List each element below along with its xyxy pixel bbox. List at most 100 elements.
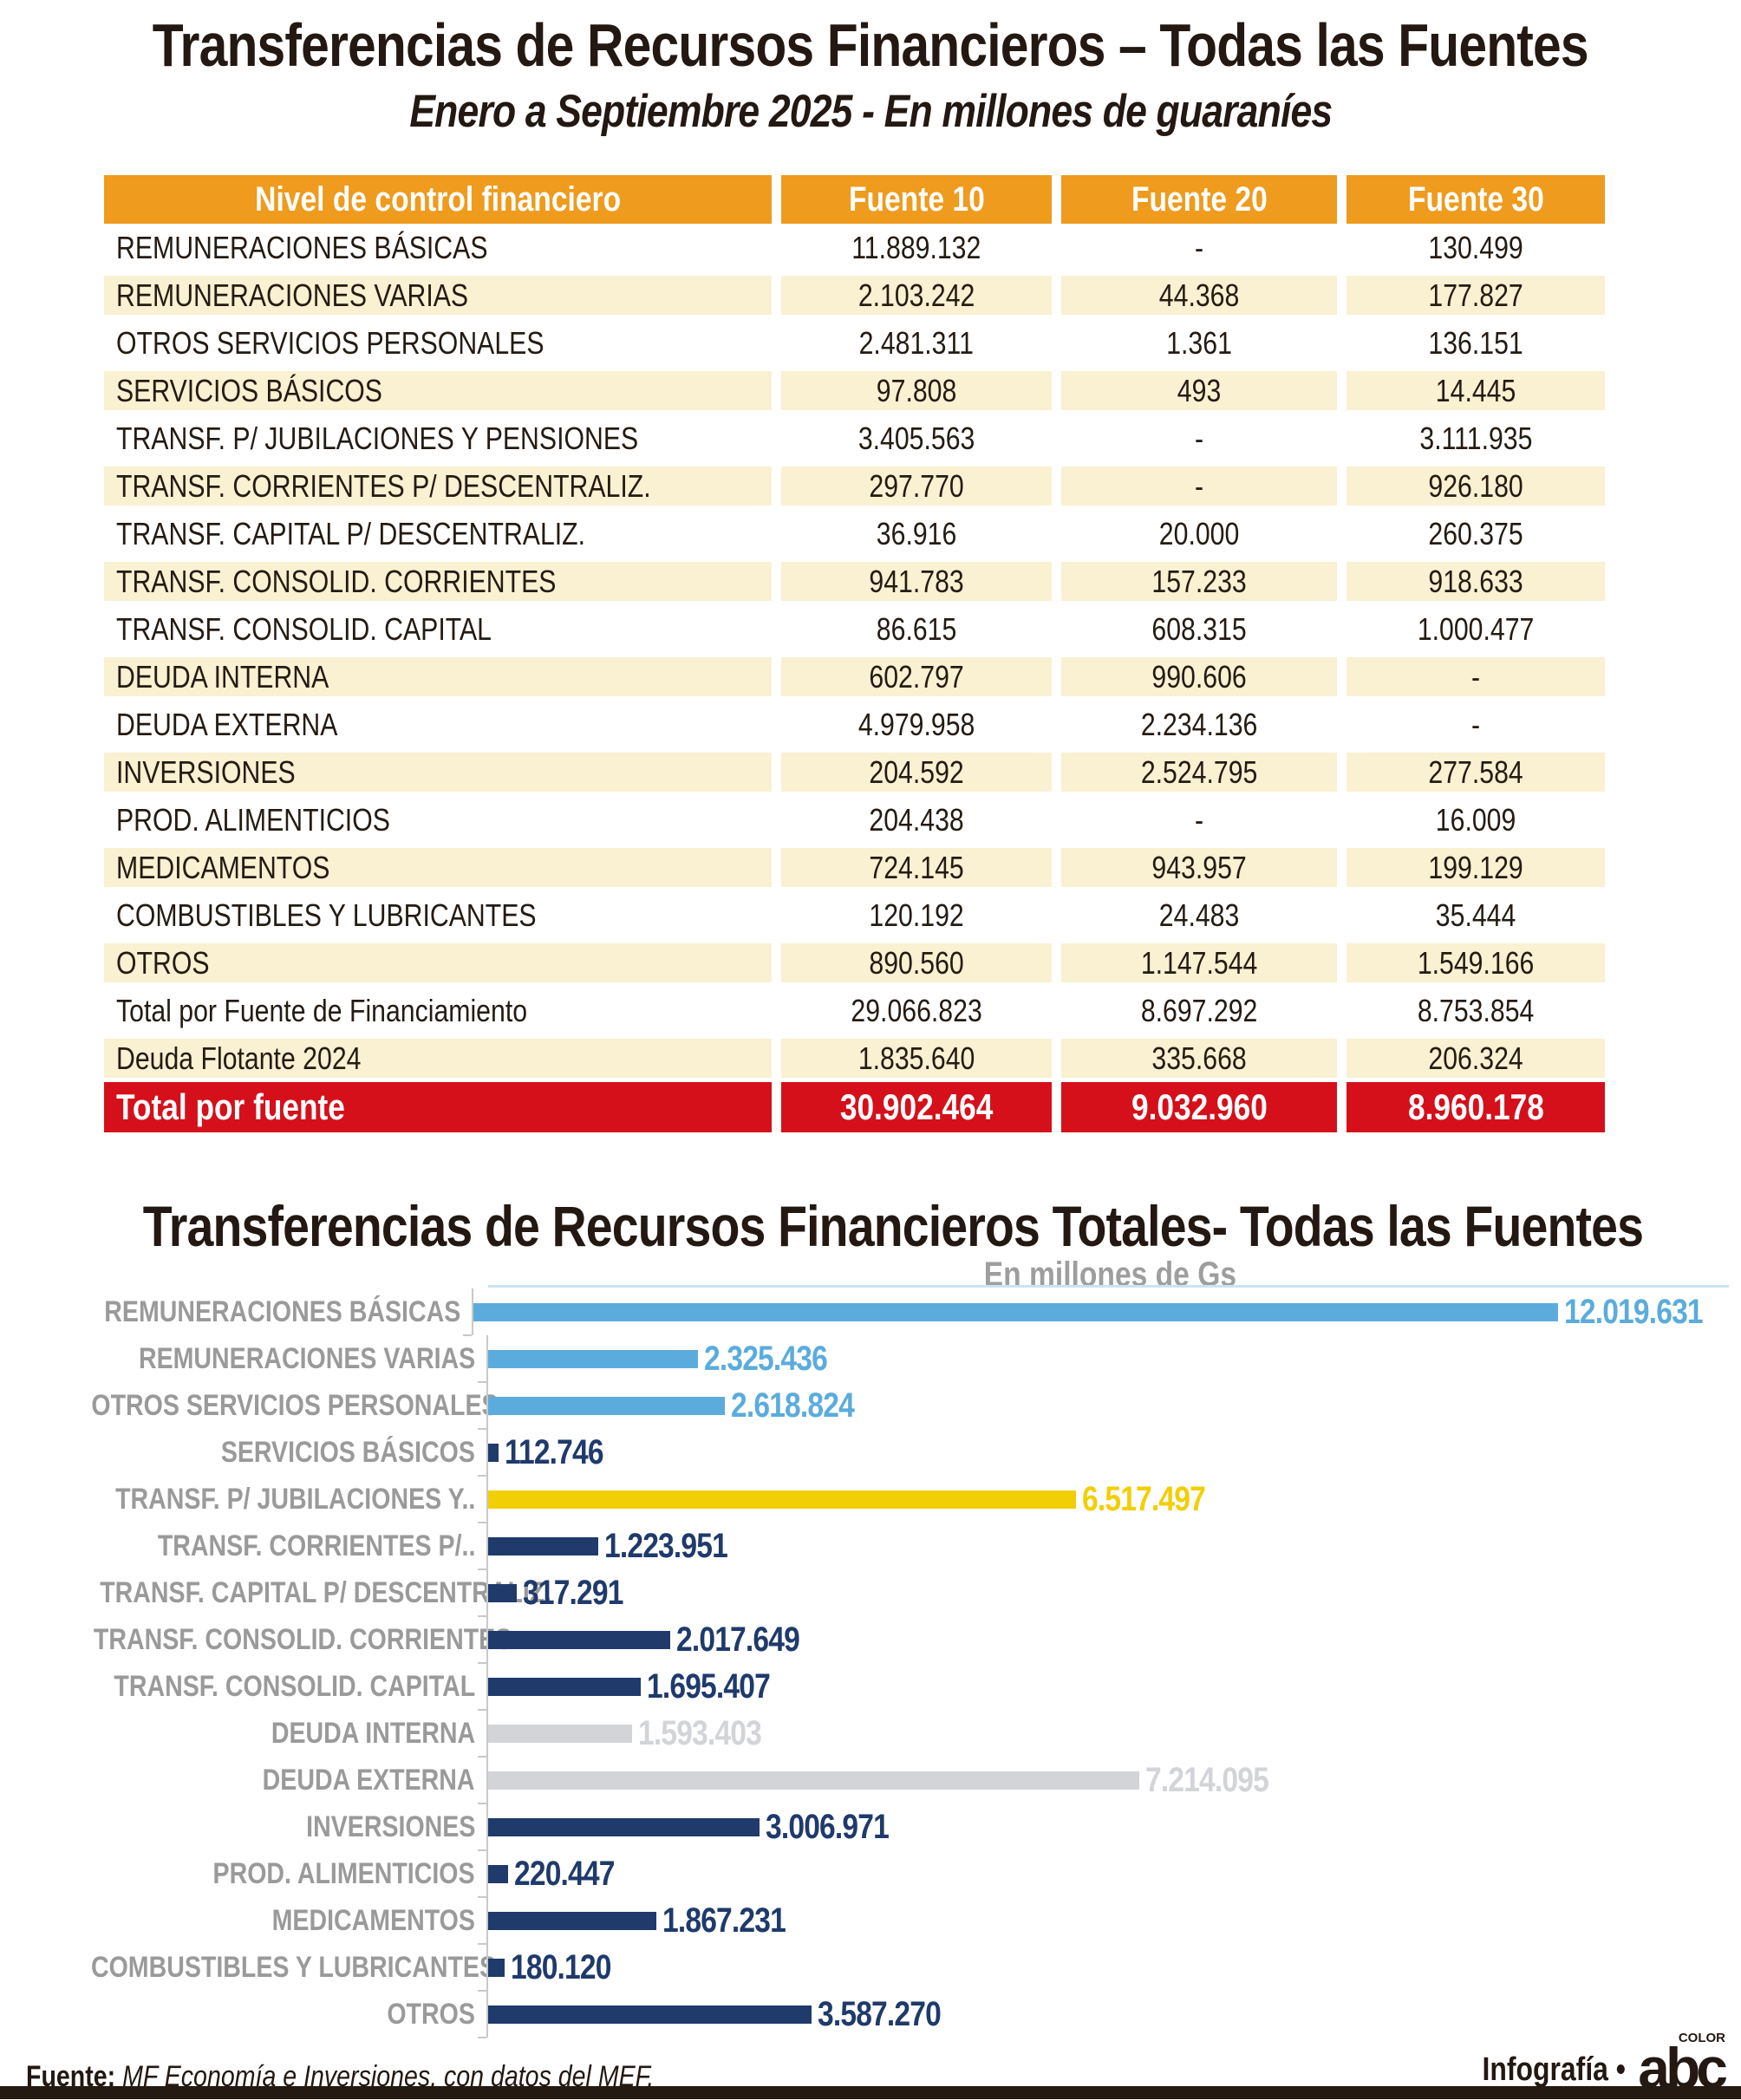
table-cell: 493 (1061, 367, 1337, 414)
table-cell: 1.549.166 (1347, 939, 1605, 987)
total-row-label: Total por fuente (104, 1082, 772, 1132)
table-body: REMUNERACIONES BÁSICAS 11.889.132 - 130.… (104, 224, 1605, 1082)
chart-axis: 3.587.270 (478, 1991, 1729, 2038)
row-label: TRANSF. CONSOLID. CORRIENTES (104, 558, 772, 605)
chart-axis: 2.017.649 (478, 1616, 1729, 1664)
row-label: REMUNERACIONES VARIAS (104, 271, 772, 319)
chart-bar-value: 7.214.095 (1145, 1760, 1269, 1799)
table-cell: 11.889.132 (851, 229, 981, 265)
table-cell: 206.324 (1347, 1034, 1605, 1082)
table-cell: 602.797 (781, 653, 1052, 701)
chart-bar-value: 317.291 (523, 1573, 623, 1612)
table-cell: 926.180 (1347, 462, 1605, 510)
column-header: Fuente 10 (781, 175, 1052, 224)
table-cell: 29.066.823 (851, 992, 982, 1028)
table-row: Total por Fuente de Financiamiento 29.06… (104, 987, 1605, 1034)
chart-row: TRANSF. CORRIENTES P/.. 1.223.951 (14, 1523, 1729, 1570)
page-subtitle-text: Enero a Septiembre 2025 - En millones de… (409, 86, 1333, 137)
table-cell: 24.483 (1158, 897, 1240, 933)
chart-axis: 1.867.231 (478, 1897, 1729, 1945)
chart-bar (488, 1630, 670, 1649)
table-cell: 2.234.136 (1140, 706, 1258, 742)
table-cell: 204.438 (869, 801, 964, 838)
row-label: OTROS (104, 939, 772, 987)
chart-title: Transferencias de Recursos Financieros T… (142, 1194, 1644, 1258)
row-label: TRANSF. P/ JUBILACIONES Y PENSIONES (116, 420, 639, 456)
table-cell: 8.697.292 (1140, 992, 1258, 1028)
chart-axis: 12.019.631 (462, 1288, 1729, 1336)
chart-bar (488, 1864, 508, 1883)
chart-bar-value: 2.618.824 (731, 1386, 855, 1425)
page-subtitle: Enero a Septiembre 2025 - En millones de… (0, 85, 1741, 138)
chart-bar (473, 1302, 1558, 1321)
column-header: Fuente 20 (1061, 175, 1337, 224)
page-title-text: Transferencias de Recursos Financieros –… (152, 11, 1589, 79)
table-total-row: Total por fuente 30.902.464 9.032.960 8.… (104, 1082, 1605, 1132)
table-cell: 2.481.311 (858, 324, 975, 361)
table-cell: 918.633 (1347, 558, 1605, 605)
table-cell: 157.233 (1061, 558, 1337, 605)
table-cell: 8.753.854 (1417, 992, 1535, 1028)
chart-category-label: REMUNERACIONES BÁSICAS (103, 1295, 460, 1328)
chart-bar-value: 3.587.270 (818, 1994, 942, 2033)
row-label: COMBUSTIBLES Y LUBRICANTES (116, 897, 537, 933)
chart-row: REMUNERACIONES BÁSICAS 12.019.631 (14, 1288, 1729, 1336)
chart-row: TRANSF. CONSOLID. CORRIENTES 2.017.649 (14, 1616, 1729, 1664)
table-cell: 277.584 (1347, 748, 1605, 796)
table-row: PROD. ALIMENTICIOS 204.438 - 16.009 (104, 796, 1605, 844)
abc-logo-color-text: COLOR (1678, 2031, 1725, 2045)
table-row: COMBUSTIBLES Y LUBRICANTES 120.192 24.48… (104, 891, 1605, 939)
table-cell: - (1194, 420, 1204, 456)
chart-category-label: TRANSF. CORRIENTES P/.. (157, 1529, 475, 1562)
chart-bar-value: 1.223.951 (604, 1526, 728, 1565)
table-cell: 1.000.477 (1417, 610, 1535, 647)
chart-axis: 220.447 (478, 1850, 1729, 1898)
row-label: INVERSIONES (104, 748, 772, 796)
chart-bar-value: 12.019.631 (1563, 1292, 1704, 1331)
row-label: PROD. ALIMENTICIOS (116, 801, 390, 838)
table-cell: 1.361 (1166, 324, 1232, 361)
chart-row: MEDICAMENTOS 1.867.231 (14, 1897, 1729, 1945)
chart-bar-value: 1.867.231 (662, 1901, 786, 1940)
chart-category-label: INVERSIONES (305, 1810, 475, 1843)
chart-axis: 1.695.407 (478, 1663, 1729, 1711)
chart-category-label: SERVICIOS BÁSICOS (220, 1435, 475, 1469)
table-cell: 36.916 (876, 515, 957, 551)
chart-axis: 6.517.497 (478, 1476, 1729, 1523)
chart-bar (488, 1536, 598, 1555)
chart-axis: 3.006.971 (478, 1803, 1729, 1851)
table-row: SERVICIOS BÁSICOS 97.808 493 14.445 (104, 367, 1605, 414)
table-row: DEUDA INTERNA 602.797 990.606 - (104, 653, 1605, 701)
row-label: DEUDA EXTERNA (116, 706, 338, 742)
chart-category-label: DEUDA INTERNA (271, 1716, 475, 1750)
chart-row: OTROS SERVICIOS PERSONALES 2.618.824 (14, 1382, 1729, 1430)
table-cell: 136.151 (1428, 324, 1523, 361)
bar-chart: REMUNERACIONES BÁSICAS 12.019.631 REMUNE… (14, 1285, 1729, 2038)
row-label: OTROS SERVICIOS PERSONALES (116, 324, 544, 361)
chart-category-label: MEDICAMENTOS (271, 1903, 475, 1937)
chart-bar-value: 1.593.403 (638, 1713, 762, 1752)
table-cell: 120.192 (869, 897, 964, 933)
table-row: TRANSF. P/ JUBILACIONES Y PENSIONES 3.40… (104, 414, 1605, 462)
table-cell: 1.835.640 (781, 1034, 1052, 1082)
data-table: Nivel de control financiero Fuente 10 Fu… (104, 175, 1605, 1132)
chart-category-label: OTROS (387, 1997, 475, 2031)
chart-bar (488, 1396, 725, 1415)
chart-row: SERVICIOS BÁSICOS 112.746 (14, 1429, 1729, 1477)
table-row: DEUDA EXTERNA 4.979.958 2.234.136 - (104, 701, 1605, 748)
table-cell: 1.147.544 (1061, 939, 1337, 987)
table-cell: 297.770 (781, 462, 1052, 510)
chart-category-label: TRANSF. P/ JUBILACIONES Y.. (114, 1482, 475, 1516)
chart-bar (488, 1817, 760, 1836)
chart-bar-value: 220.447 (514, 1854, 615, 1893)
row-label: Deuda Flotante 2024 (104, 1034, 772, 1082)
table-cell: 608.315 (1151, 610, 1247, 647)
page-title: Transferencias de Recursos Financieros –… (0, 10, 1741, 80)
chart-row: TRANSF. CAPITAL P/ DESCENTRALIZ. 317.291 (14, 1569, 1729, 1617)
table-cell: - (1347, 653, 1605, 701)
chart-row: TRANSF. P/ JUBILACIONES Y.. 6.517.497 (14, 1476, 1729, 1523)
table-cell: 890.560 (781, 939, 1052, 987)
chart-bar-value: 6.517.497 (1082, 1479, 1206, 1518)
chart-bar-value: 3.006.971 (766, 1807, 890, 1846)
table-cell: 990.606 (1061, 653, 1337, 701)
